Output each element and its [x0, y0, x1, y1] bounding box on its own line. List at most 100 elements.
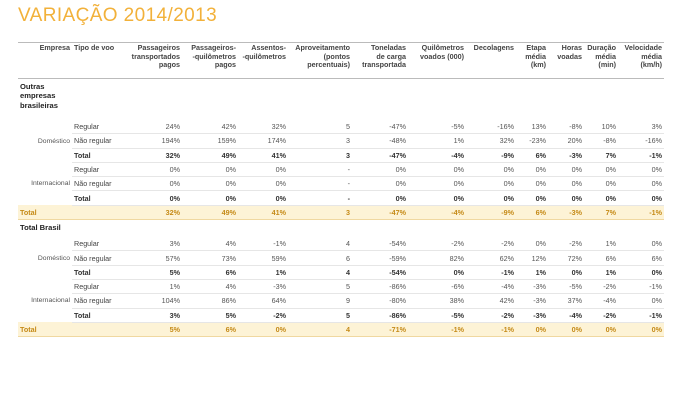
cell: 9	[288, 293, 352, 309]
cell: -16%	[466, 120, 516, 135]
cell: -3%	[516, 293, 548, 309]
cell: -5%	[408, 308, 466, 323]
cell: -3%	[548, 148, 584, 163]
cell: 10%	[584, 120, 618, 135]
cell: -47%	[352, 205, 408, 221]
cell: 0%	[182, 162, 238, 178]
section-title: Outras empresas brasileiras	[20, 82, 58, 110]
cell: 6%	[618, 250, 664, 266]
tipo-de-voo: Regular	[72, 237, 126, 252]
cell: 3	[288, 205, 352, 221]
col-toneladas-carga: Toneladas de carga transportada	[352, 42, 408, 79]
cell: 0%	[516, 162, 548, 178]
cell: 1%	[408, 133, 466, 149]
cell: 0%	[516, 190, 548, 206]
cell: 62%	[466, 250, 516, 266]
table-row-total: Total 32% 49% 41% 3 -47% -4% -9% 6% -3% …	[18, 205, 664, 221]
cell: 13%	[516, 120, 548, 135]
cell: 0%	[182, 176, 238, 192]
cell: 5	[288, 279, 352, 295]
cell: -47%	[352, 148, 408, 163]
cell: -	[288, 176, 352, 192]
table-row: Doméstico Regular 3% 4% -1% 4 -54% -2% -…	[18, 237, 664, 262]
cell: 1%	[584, 265, 618, 280]
cell: 6%	[182, 322, 238, 338]
cell: 41%	[238, 148, 288, 163]
cell: 42%	[182, 120, 238, 135]
segment-label: Internacional	[31, 180, 70, 188]
cell: -80%	[352, 293, 408, 309]
col-empresa: Empresa	[18, 42, 72, 79]
cell: -2%	[408, 237, 466, 252]
cell-empty	[72, 322, 126, 338]
header-row: Empresa Tipo de voo Passageiros transport…	[18, 42, 664, 79]
cell: 0%	[584, 162, 618, 178]
cell: -1%	[618, 205, 664, 221]
cell: 0%	[516, 176, 548, 192]
cell: 12%	[516, 250, 548, 266]
cell: -2%	[548, 237, 584, 252]
cell: 0%	[238, 176, 288, 192]
cell: 32%	[238, 120, 288, 135]
table-row-subtotal: Total 0% 0% 0% - 0% 0% 0% 0% 0% 0% 0%	[18, 190, 664, 206]
cell: -1%	[618, 279, 664, 295]
col-passageiros-quilometros: Passageiros- -quilômetros pagos	[182, 42, 238, 79]
cell: 7%	[584, 148, 618, 163]
cell: 5%	[126, 322, 182, 338]
cell: 174%	[238, 133, 288, 149]
cell: -2%	[584, 279, 618, 295]
cell: -8%	[584, 133, 618, 149]
cell: 32%	[126, 205, 182, 221]
cell: 0%	[408, 162, 466, 178]
cell: 0%	[238, 190, 288, 206]
cell: -9%	[466, 148, 516, 163]
cell: 42%	[466, 293, 516, 309]
cell: 5%	[182, 308, 238, 323]
cell: 1%	[516, 265, 548, 280]
cell: 6%	[516, 205, 548, 221]
cell: 0%	[352, 190, 408, 206]
cell: 6	[288, 250, 352, 266]
cell: 7%	[584, 205, 618, 221]
cell: -4%	[584, 293, 618, 309]
tipo-de-voo: Não regular	[72, 133, 126, 149]
cell: -2%	[466, 237, 516, 252]
cell: -	[288, 162, 352, 178]
cell: 32%	[126, 148, 182, 163]
cell: -4%	[466, 279, 516, 295]
segment-label: Internacional	[31, 297, 70, 305]
cell: -4%	[548, 308, 584, 323]
tipo-de-voo: Regular	[72, 279, 126, 295]
cell: 0%	[466, 176, 516, 192]
total-label: Total	[18, 205, 72, 221]
cell: -47%	[352, 120, 408, 135]
cell: 0%	[618, 176, 664, 192]
cell: 4	[288, 265, 352, 280]
table-row: Internacional Regular 0% 0% 0% - 0% 0% 0…	[18, 162, 664, 187]
table-body: Outras empresas brasileiras Doméstico Regu…	[18, 79, 664, 338]
cell: 0%	[182, 190, 238, 206]
cell: 73%	[182, 250, 238, 266]
tipo-de-voo: Total	[72, 265, 126, 280]
table-row: Não regular 57% 73% 59% 6 -59% 82% 62% 1…	[18, 250, 664, 266]
table-row: Não regular 0% 0% 0% - 0% 0% 0% 0% 0% 0%…	[18, 176, 664, 192]
cell: 4%	[182, 279, 238, 295]
cell: -3%	[516, 279, 548, 295]
cell: -54%	[352, 237, 408, 252]
cell: 0%	[548, 322, 584, 338]
col-assentos-quilometros: Assentos- -quilômetros	[238, 42, 288, 79]
section-heading: Outras empresas brasileiras	[18, 79, 664, 121]
cell: -5%	[548, 279, 584, 295]
cell: 0%	[618, 162, 664, 178]
total-label: Total	[18, 322, 72, 338]
cell: 49%	[182, 205, 238, 221]
cell: -1%	[238, 237, 288, 252]
table-row: Internacional Regular 1% 4% -3% 5 -86% -…	[18, 279, 664, 304]
col-horas-voadas: Horas voadas	[548, 42, 584, 79]
cell: 0%	[548, 190, 584, 206]
cell: 20%	[548, 133, 584, 149]
cell: -16%	[618, 133, 664, 149]
col-velocidade-media: Velocidade média (km/h)	[618, 42, 664, 79]
cell: 1%	[584, 237, 618, 252]
cell: 3	[288, 133, 352, 149]
